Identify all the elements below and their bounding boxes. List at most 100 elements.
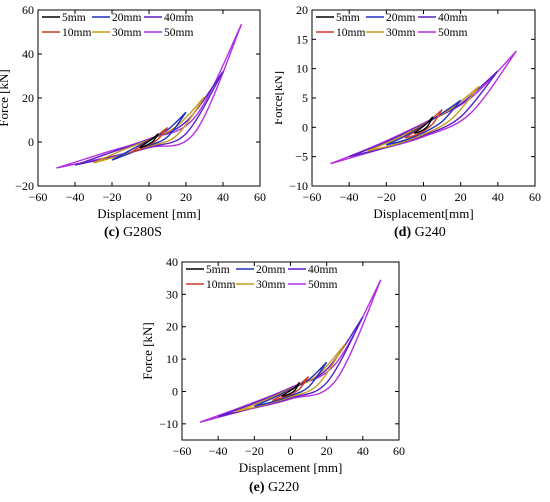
y-tick-label: 60 — [22, 3, 34, 17]
loop-unloading-50mm — [56, 24, 243, 169]
loop-unloading-40mm — [349, 70, 499, 158]
legend-label-5mm: 5mm — [206, 264, 230, 276]
legend-label-50mm: 50mm — [164, 27, 193, 39]
panel-name: G280S — [123, 225, 162, 240]
panel-letter: (e) — [249, 480, 265, 495]
x-tick-label: 60 — [254, 190, 266, 204]
y-axis-label: Force[kN] — [275, 71, 285, 125]
panel-caption: (e) G220 — [249, 480, 299, 496]
y-tick-label: 30 — [166, 287, 178, 301]
x-tick-label: 20 — [455, 190, 467, 204]
x-tick-label: 20 — [321, 444, 333, 458]
loop-unloading-5mm — [414, 116, 434, 134]
panel-letter: (d) — [394, 225, 412, 240]
x-tick-label: 0 — [146, 190, 152, 204]
legend-label-50mm: 50mm — [308, 279, 337, 291]
x-tick-label: 40 — [217, 190, 229, 204]
loop-unloading-50mm — [330, 50, 517, 165]
chart-g220: −60 −40 −20 0 20 40 60 −10 0 10 20 30 40 Displacement… — [140, 255, 405, 475]
legend-label-20mm: 20mm — [386, 12, 415, 24]
y-tick-label: 0 — [28, 135, 34, 149]
y-tick-label: 10 — [296, 62, 308, 76]
panel-caption: (c) G280S — [104, 225, 162, 241]
loop-unloading-30mm — [367, 85, 480, 152]
loop-unloading-5mm — [281, 382, 301, 397]
y-axis-label: Force [kN] — [140, 322, 155, 379]
legend: 5mm 10mm 20mm 30mm 40mm 50mm — [186, 264, 337, 291]
x-tick-label: 0 — [288, 444, 294, 458]
y-tick-label: 10 — [166, 352, 178, 366]
panel-name: G240 — [414, 225, 446, 240]
legend-label-5mm: 5mm — [336, 12, 360, 24]
y-tick-label: 40 — [166, 255, 178, 269]
legend: 5mm 10mm 20mm 30mm 40mm 50mm — [42, 12, 193, 39]
legend-label-5mm: 5mm — [62, 12, 86, 24]
loop-unloading-20mm — [386, 99, 462, 146]
x-tick-label: −60 — [173, 444, 192, 458]
chart-g240: −60 −40 −20 0 20 40 60 −10 −5 0 5 10 15 20 Displacemen… — [275, 3, 541, 221]
legend-label-10mm: 10mm — [336, 27, 365, 39]
x-tick-label: −40 — [209, 444, 228, 458]
x-axis-label: Displacement [mm] — [97, 206, 201, 221]
legend-label-10mm: 10mm — [62, 27, 91, 39]
chart-g280s: −60 −40 −20 0 20 40 60 −20 0 20 40 60 Displacement [… — [0, 3, 266, 221]
legend-label-40mm: 40mm — [308, 264, 337, 276]
y-tick-label: −20 — [15, 179, 34, 193]
loop-unloading-40mm — [74, 71, 224, 166]
loop-loading-5mm — [139, 133, 159, 149]
loop-loading-50mm — [330, 50, 517, 165]
loop-loading-40mm — [348, 70, 499, 158]
panel-g240: −60 −40 −20 0 20 40 60 −10 −5 0 5 10 15 20 Displacemen… — [275, 0, 550, 248]
y-axis-label: Force [kN] — [0, 69, 11, 126]
y-tick-label: −10 — [289, 179, 308, 193]
legend-label-50mm: 50mm — [438, 27, 467, 39]
loop-loading-50mm — [199, 279, 382, 423]
x-tick-label: −60 — [303, 190, 322, 204]
legend-label-40mm: 40mm — [164, 12, 193, 24]
legend: 5mm 10mm 20mm 30mm 40mm 50mm — [316, 12, 467, 39]
x-tick-label: 60 — [529, 190, 541, 204]
loop-unloading-5mm — [139, 133, 159, 149]
legend-label-30mm: 30mm — [386, 27, 415, 39]
loop-loading-5mm — [413, 116, 434, 134]
x-axis-label: Displacement [mm] — [239, 460, 343, 475]
loop-unloading-40mm — [218, 316, 364, 418]
y-tick-label: 15 — [296, 32, 308, 46]
x-tick-label: 0 — [421, 190, 427, 204]
loop-unloading-50mm — [199, 279, 382, 423]
x-tick-label: 40 — [492, 190, 504, 204]
y-tick-label: 20 — [296, 3, 308, 17]
x-tick-label: −40 — [66, 190, 85, 204]
panel-g280s: −60 −40 −20 0 20 40 60 −20 0 20 40 60 Displacement [… — [0, 0, 275, 248]
x-tick-label: −60 — [29, 190, 48, 204]
x-tick-label: −20 — [103, 190, 122, 204]
loop-unloading-10mm — [404, 109, 443, 139]
loop-unloading-30mm — [236, 344, 346, 413]
panel-g220: −60 −40 −20 0 20 40 60 −10 0 10 20 30 40 Displacement… — [137, 252, 413, 502]
legend-label-30mm: 30mm — [112, 27, 141, 39]
x-tick-label: −20 — [245, 444, 264, 458]
legend-label-40mm: 40mm — [438, 12, 467, 24]
panel-caption: (d) G240 — [394, 225, 446, 241]
x-tick-label: 20 — [180, 190, 192, 204]
legend-label-20mm: 20mm — [112, 12, 141, 24]
legend-label-30mm: 30mm — [256, 279, 285, 291]
y-tick-label: 0 — [302, 120, 308, 134]
y-tick-label: 0 — [172, 384, 178, 398]
loop-loading-40mm — [217, 316, 364, 418]
loop-loading-40mm — [74, 71, 224, 166]
loop-unloading-10mm — [272, 376, 310, 402]
loop-unloading-20mm — [254, 361, 328, 407]
loop-unloading-30mm — [93, 96, 206, 164]
y-tick-label: −10 — [159, 417, 178, 431]
x-tick-label: −20 — [377, 190, 396, 204]
panel-letter: (c) — [104, 225, 120, 240]
legend-label-10mm: 10mm — [206, 279, 235, 291]
y-tick-label: 20 — [166, 320, 178, 334]
panel-name: G220 — [268, 480, 300, 495]
loop-loading-5mm — [281, 381, 301, 397]
x-tick-label: 60 — [393, 444, 405, 458]
y-tick-label: −5 — [295, 150, 308, 164]
x-tick-label: 40 — [357, 444, 369, 458]
loop-unloading-20mm — [111, 111, 187, 161]
